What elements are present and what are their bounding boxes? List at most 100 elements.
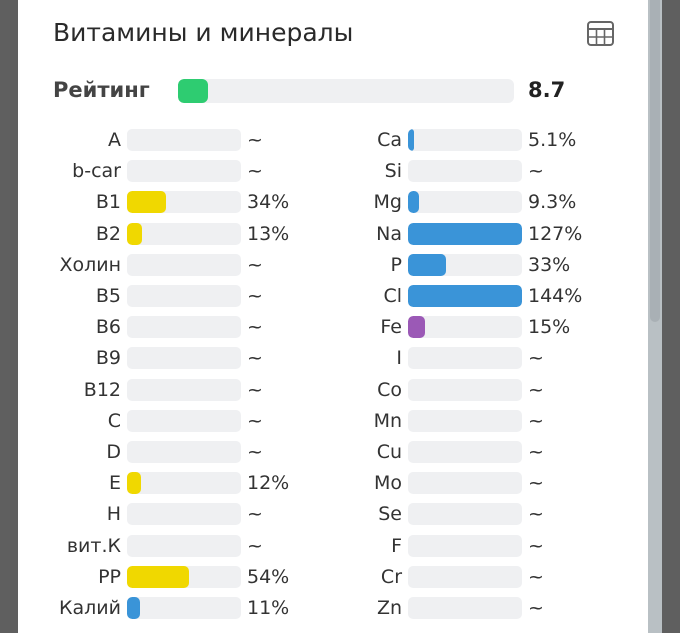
nutrient-name: B9 [95, 347, 121, 370]
nutrient-name: C [107, 409, 121, 432]
nutrient-bar [127, 285, 241, 307]
nutrient-bar [127, 347, 241, 370]
nutrient-name: Zn [376, 597, 402, 619]
nutrient-name: D [106, 441, 121, 463]
nutrient-bar [127, 191, 241, 214]
nutrient-name: A [108, 129, 121, 151]
nutrient-bar [408, 503, 522, 526]
nutrient-value: ~ [247, 409, 263, 432]
nutrient-value: 33% [528, 253, 571, 276]
nutrient-bar [408, 222, 522, 245]
nutrient-bar-fill [408, 316, 426, 339]
nutrient-name: Se [378, 503, 402, 526]
nutrient-bar-fill [127, 191, 166, 214]
card-title: Витамины и минералы [53, 18, 354, 47]
nutrient-value: ~ [247, 285, 263, 307]
nutrient-value: ~ [247, 441, 263, 463]
nutrient-bar-fill [127, 597, 140, 619]
nutrient-bar-fill [408, 191, 419, 214]
nutrient-bar [408, 160, 522, 183]
nutrient-value: 54% [247, 565, 290, 588]
nutrient-bar [408, 316, 522, 339]
nutrient-value: ~ [528, 160, 544, 183]
nutrient-name: b-car [72, 160, 121, 183]
nutrient-name: Mo [373, 472, 402, 495]
nutrient-value: ~ [247, 378, 263, 401]
nutrient-bar [408, 409, 522, 432]
nutrient-value: ~ [247, 347, 263, 370]
nutrient-value: 13% [247, 222, 290, 245]
nutrient-value: ~ [247, 160, 263, 183]
nutrient-bar [127, 534, 241, 557]
nutrient-bar [127, 472, 241, 495]
nutrient-name: Mn [373, 409, 402, 432]
nutrient-name: Ca [377, 129, 402, 151]
nutrient-bar-fill [408, 253, 446, 276]
nutrient-bar [408, 472, 522, 495]
nutrient-bar [408, 129, 522, 151]
nutrient-value: ~ [528, 472, 544, 495]
nutrient-bar-fill [127, 222, 142, 245]
nutrient-bar-fill [408, 129, 414, 151]
nutrient-value: 5.1% [528, 129, 577, 151]
scrollbar-thumb[interactable] [650, 0, 660, 322]
nutrient-name: H [106, 503, 121, 526]
nutrient-bar [408, 441, 522, 463]
nutrient-bar [127, 378, 241, 401]
nutrient-value: ~ [528, 565, 544, 588]
nutrient-name: Калий [59, 597, 121, 619]
nutrient-value: 34% [247, 191, 290, 214]
nutrient-name: E [108, 472, 121, 495]
nutrient-name: B2 [95, 222, 121, 245]
nutrient-value: 9.3% [528, 191, 577, 214]
nutrient-name: Mg [373, 191, 402, 214]
nutrient-bar [408, 191, 522, 214]
rating-bar [178, 79, 514, 103]
nutrient-name: P [390, 253, 402, 276]
nutrient-value: 127% [528, 222, 583, 245]
nutrient-bar [408, 534, 522, 557]
nutrient-bar [127, 597, 241, 619]
nutrient-name: вит.К [66, 534, 121, 557]
nutrient-name: B6 [95, 316, 121, 339]
nutrient-name: B1 [95, 191, 121, 214]
nutrient-name: B12 [83, 378, 121, 401]
nutrient-bar [408, 253, 522, 276]
table-view-icon[interactable] [587, 21, 614, 46]
nutrient-name: PP [98, 565, 121, 588]
nutrient-bar-fill [127, 565, 189, 588]
nutrient-bar [127, 409, 241, 432]
nutrient-name: Si [384, 160, 402, 183]
vitamins-minerals-card [18, 0, 648, 633]
nutrient-name: B5 [95, 285, 121, 307]
nutrient-name: I [396, 347, 402, 370]
nutrient-value: ~ [247, 503, 263, 526]
nutrient-bar-fill [408, 285, 522, 307]
nutrient-value: 11% [247, 597, 290, 619]
nutrient-value: 144% [528, 285, 583, 307]
nutrient-value: ~ [247, 253, 263, 276]
nutrient-bar [127, 316, 241, 339]
nutrient-bar-fill [408, 222, 522, 245]
nutrient-name: Na [376, 222, 402, 245]
nutrient-bar [408, 565, 522, 588]
nutrient-bar [127, 503, 241, 526]
nutrient-value: ~ [528, 534, 544, 557]
nutrient-name: Co [377, 378, 402, 401]
nutrient-name: Cl [383, 285, 402, 307]
rating-bar-fill [178, 79, 209, 103]
nutrient-value: 12% [247, 472, 290, 495]
nutrient-value: ~ [528, 441, 544, 463]
nutrient-bar [127, 441, 241, 463]
nutrient-bar [408, 597, 522, 619]
rating-value: 8.7 [528, 78, 566, 102]
nutrient-value: ~ [247, 316, 263, 339]
nutrient-value: ~ [247, 129, 263, 151]
nutrient-bar [127, 222, 241, 245]
nutrient-name: F [391, 534, 402, 557]
nutrient-bar [127, 129, 241, 151]
nutrient-bar [408, 378, 522, 401]
nutrient-bar [408, 285, 522, 307]
nutrient-name: Холин [59, 253, 121, 276]
nutrient-value: ~ [528, 378, 544, 401]
